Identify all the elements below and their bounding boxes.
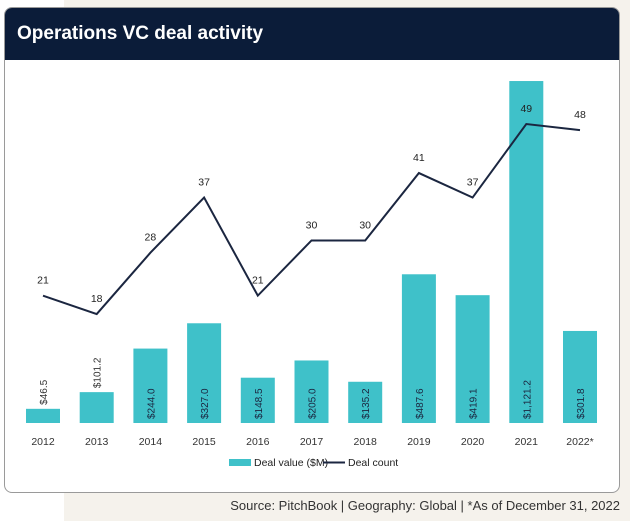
legend-label-deal-value: Deal value ($M) bbox=[254, 457, 328, 469]
count-label-2019: 41 bbox=[413, 152, 425, 164]
x-tick-2019: 2019 bbox=[407, 436, 431, 448]
count-label-2012: 21 bbox=[37, 275, 49, 287]
count-label-2022*: 48 bbox=[574, 109, 586, 121]
count-label-2014: 28 bbox=[145, 232, 157, 244]
bar-label-2012: $46.5 bbox=[39, 379, 50, 404]
deal-count-line bbox=[42, 122, 581, 316]
x-tick-2021: 2021 bbox=[515, 436, 539, 448]
x-tick-2020: 2020 bbox=[461, 436, 485, 448]
count-label-2016: 21 bbox=[252, 275, 264, 287]
x-tick-2012: 2012 bbox=[31, 436, 55, 448]
count-label-2015: 37 bbox=[198, 177, 210, 189]
bar-2021 bbox=[509, 81, 544, 423]
x-tick-2017: 2017 bbox=[300, 436, 324, 448]
bar-2022* bbox=[563, 330, 597, 423]
bar-2020 bbox=[455, 295, 490, 423]
bar-label-2016: $148.5 bbox=[254, 388, 265, 419]
bar-label-2020: $419.1 bbox=[469, 388, 480, 419]
bar-2017 bbox=[294, 360, 329, 423]
count-label-2013: 18 bbox=[91, 293, 103, 305]
legend-label-deal-count: Deal count bbox=[348, 457, 398, 469]
count-label-2018: 30 bbox=[359, 219, 371, 231]
source-note: Source: PitchBook | Geography: Global | … bbox=[230, 498, 620, 513]
bar-label-2014: $244.0 bbox=[146, 388, 157, 419]
bar-2012 bbox=[26, 408, 60, 423]
x-tick-2013: 2013 bbox=[85, 436, 109, 448]
bar-2019 bbox=[401, 274, 436, 423]
bar-2018 bbox=[348, 381, 383, 423]
bar-label-2018: $135.2 bbox=[361, 388, 372, 419]
x-tick-2016: 2016 bbox=[246, 436, 270, 448]
count-label-2017: 30 bbox=[306, 219, 318, 231]
chart-title: Operations VC deal activity bbox=[5, 8, 619, 60]
bar-label-2013: $101.2 bbox=[93, 357, 104, 388]
bar-label-2022*: $301.8 bbox=[576, 388, 587, 419]
bar-2016 bbox=[240, 377, 275, 423]
bar-label-2021: $1,121.2 bbox=[522, 380, 533, 419]
bar-2013 bbox=[79, 392, 114, 423]
x-tick-2022*: 2022* bbox=[566, 436, 593, 448]
bar-label-2015: $327.0 bbox=[200, 388, 211, 419]
bar-label-2019: $487.6 bbox=[415, 388, 426, 419]
x-tick-2015: 2015 bbox=[192, 436, 216, 448]
bar-2015 bbox=[187, 323, 222, 423]
legend-swatch-deal-value bbox=[229, 459, 251, 466]
bar-2014 bbox=[133, 348, 168, 423]
count-label-2020: 37 bbox=[467, 177, 479, 189]
x-tick-2018: 2018 bbox=[354, 436, 378, 448]
bar-label-2017: $205.0 bbox=[308, 388, 319, 419]
x-tick-2014: 2014 bbox=[139, 436, 163, 448]
count-label-2021: 49 bbox=[520, 103, 532, 115]
